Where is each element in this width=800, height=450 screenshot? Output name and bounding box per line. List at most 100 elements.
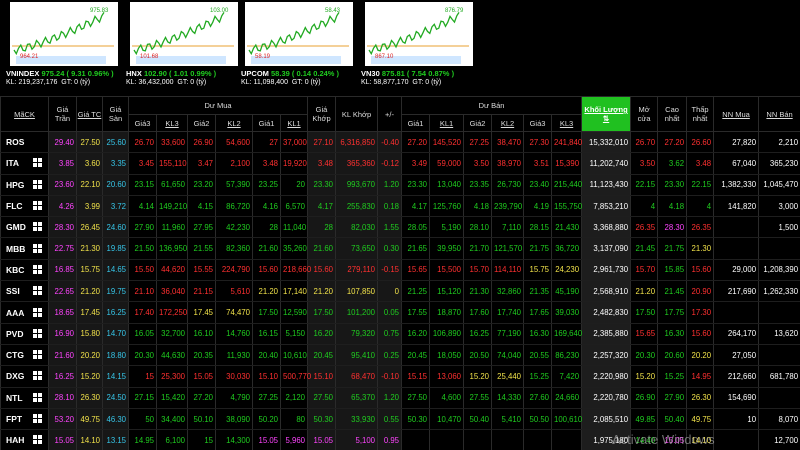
total-volume-cell: 11,123,430 [581,174,632,196]
grid-icon[interactable] [33,286,42,296]
col-total-volume[interactable]: Khối Lượng ⇅ [581,96,632,132]
buy-col-1[interactable]: KL3 [156,114,188,132]
bid3-price: 16.05 [128,323,157,345]
ask1-price: 50.30 [401,408,430,431]
table-row[interactable]: NTL 28.10 26.30 24.50 27.15 15,420 27.20 4,790 2… [0,387,800,409]
col-foreign-buy[interactable]: NN Mua [713,96,760,132]
buy-col-4[interactable]: Giá1 [252,114,281,132]
col-open[interactable]: Mở cửa [630,96,659,132]
low-cell: 15.60 [686,323,715,345]
col-change[interactable]: +/- [377,96,402,132]
bid2-price: 27.95 [187,216,216,239]
col-ceil[interactable]: Giá Trần [48,96,77,132]
bid2-vol: 14,760 [215,323,253,345]
col-high[interactable]: Cao nhất [657,96,688,132]
grid-icon[interactable] [33,201,42,211]
table-row[interactable]: PVD 16.90 15.80 14.70 16.05 32,700 16.10 14,760… [0,323,800,345]
table-row[interactable]: SSI 22.65 21.20 19.75 21.10 36,040 21.15 5,610 2… [0,280,800,303]
index-mini-chart: 103.00 101.68 [130,2,238,66]
buy-col-3[interactable]: KL2 [215,114,253,132]
ref-cell: 22.10 [76,174,103,196]
col-low[interactable]: Thấp nhất [686,96,715,132]
grid-icon[interactable] [33,158,42,168]
table-row[interactable]: GMD 28.30 26.45 24.60 27.90 11,960 27.95 42,230… [0,216,800,239]
bid3-vol: 33,600 [156,131,188,154]
high-cell: 23.30 [657,174,688,196]
col-ref[interactable]: Giá TC [76,96,103,132]
sell-col-0[interactable]: Giá1 [401,114,430,132]
sell-col-5[interactable]: KL3 [550,114,583,132]
foreign-buy-cell: 154,690 [713,387,760,409]
bid1-price: 15.05 [252,429,281,450]
table-row[interactable]: CTG 21.60 20.20 18.80 20.30 44,630 20.35 11,930… [0,344,800,367]
ceil-cell: 53.20 [48,408,77,431]
grid-icon[interactable] [33,307,42,317]
grid-icon[interactable] [33,414,42,423]
grid-icon[interactable] [33,435,42,445]
sell-col-2[interactable]: Giá2 [463,114,492,132]
ask1-vol: 4,600 [429,387,464,409]
table-row[interactable]: FLC 4.26 3.99 3.72 4.14 149,210 4.15 86,720 4.16… [0,195,800,218]
grid-icon[interactable] [33,371,42,381]
grid-icon[interactable] [33,222,42,232]
ask1-vol: 106,890 [429,323,464,345]
table-row[interactable]: ITA 3.85 3.60 3.35 3.45 155,110 3.47 2,100 3.48 1… [0,152,800,175]
match-price: 21.20 [307,280,336,303]
table-row[interactable]: MBB 22.75 21.30 19.85 21.50 136,950 21.55 82,36… [0,237,800,260]
sell-col-1[interactable]: KL1 [429,114,464,132]
col-foreign-sell[interactable]: NN Bán [758,96,800,132]
ref-cell: 17.45 [76,301,103,324]
table-row[interactable]: HAH 15.05 14.10 13.15 14.95 6,100 15 14,300 15.0… [0,429,800,450]
buy-col-2[interactable]: Giá2 [187,114,216,132]
buy-col-0[interactable]: Giá3 [128,114,157,132]
bid3-vol: 155,110 [156,152,188,175]
change-cell: 0.55 [377,408,402,431]
sell-col-3[interactable]: KL2 [491,114,524,132]
col-symbol[interactable]: MãCK [0,96,49,132]
table-row[interactable]: FPT 53.20 49.75 46.30 50 34,400 50.10 38,090 50.… [0,408,800,431]
change-cell: -0.15 [377,259,402,282]
ceil-cell: 28.30 [48,216,77,239]
bid3-vol: 149,210 [156,195,188,218]
col-match-price[interactable]: Giá Khớp [307,96,336,132]
bid1-price: 27 [252,131,281,154]
match-price: 4.17 [307,195,336,218]
index-summary: VNINDEX 975.24 ( 9.31 0.96% ) [6,69,114,78]
bid2-vol: 5,610 [215,280,253,303]
price-table: MãCK Giá Trần Giá TC Giá Sàn Dư Mua Giá … [0,96,800,450]
bid3-vol: 34,400 [156,408,188,431]
grid-icon[interactable] [33,264,42,274]
ask1-vol: 125,760 [429,195,464,218]
table-row[interactable]: AAA 18.65 17.45 16.25 17.40 172,250 17.45 74,47… [0,301,800,324]
bid3-price: 15 [128,365,157,388]
bid3-vol: 44,630 [156,344,188,367]
table-row[interactable]: HPG 23.60 22.10 20.60 23.15 61,650 23.20 57,390… [0,174,800,196]
ask3-price [523,429,552,450]
index-name: HNX [126,69,142,78]
grid-icon[interactable] [33,179,42,189]
col-floor[interactable]: Giá Sàn [102,96,129,132]
index-change: 9.31 [71,69,86,78]
foreign-sell-cell: 3,000 [758,195,800,218]
low-cell: 4 [686,195,715,218]
grid-icon[interactable] [33,243,42,253]
col-match-vol[interactable]: KL Khớp [335,96,378,132]
ask2-price: 17.60 [463,301,492,324]
ask1-price: 21.65 [401,237,430,260]
ask1-price: 27.20 [401,131,430,154]
index-change: 1.01 [173,69,189,78]
match-vol: 365,360 [335,152,378,175]
index-value: 102.90 [143,69,167,78]
ask2-price: 15.70 [463,259,492,282]
ask2-vol: 7,110 [491,216,524,239]
grid-icon[interactable] [33,328,42,338]
grid-icon[interactable] [33,350,42,360]
grid-icon[interactable] [33,392,42,402]
table-row[interactable]: ROS 29.40 27.50 25.60 26.70 33,600 26.90 54,600… [0,131,800,154]
sell-col-4[interactable]: Giá3 [523,114,552,132]
buy-col-5[interactable]: KL1 [280,114,308,132]
bid3-vol: 11,960 [156,216,188,239]
table-row[interactable]: DXG 16.25 15.20 14.15 15 25,300 15.05 30,030 15.… [0,365,800,388]
change-cell: -0.10 [377,365,402,388]
table-row[interactable]: KBC 16.85 15.75 14.65 15.50 44,620 15.55 224,79… [0,259,800,282]
